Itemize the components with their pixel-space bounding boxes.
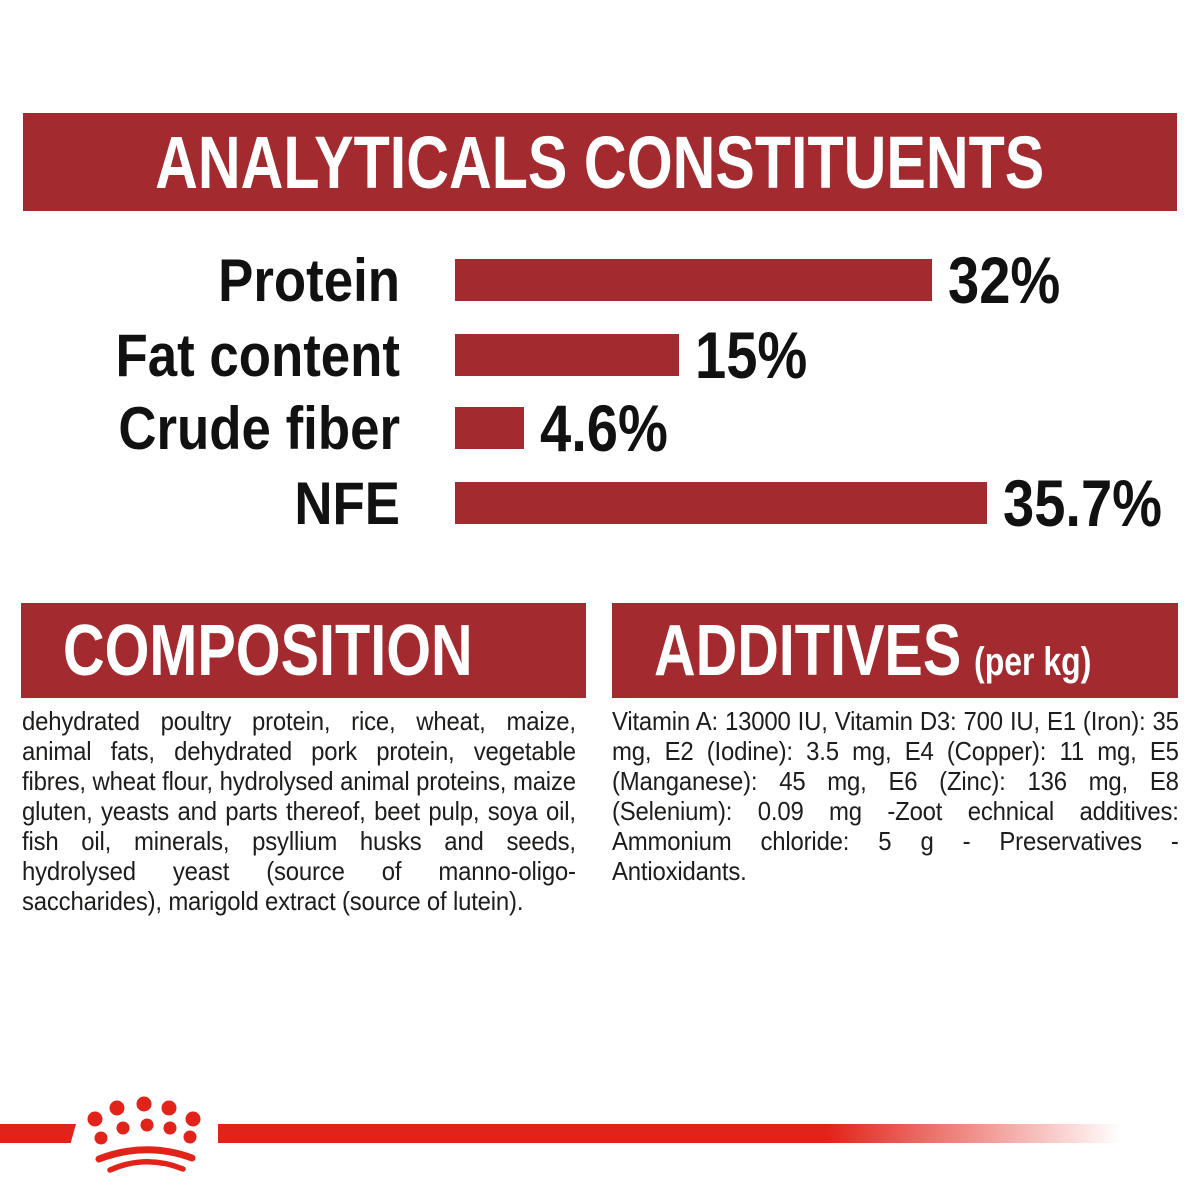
chart-category-label: NFE	[294, 469, 400, 537]
chart-bar	[455, 482, 987, 524]
chart-bar	[455, 334, 679, 376]
composition-text: dehydrated poultry protein, rice, wheat,…	[22, 706, 576, 916]
composition-banner: COMPOSITION	[21, 603, 586, 698]
chart-value-label: 4.6%	[540, 391, 668, 465]
chart-category-label: Fat content	[115, 321, 400, 389]
composition-title: COMPOSITION	[63, 610, 473, 691]
footer-line-right	[218, 1124, 1200, 1143]
footer-line-left	[0, 1124, 76, 1143]
chart-bar	[455, 259, 932, 301]
chart-row-protein: Protein 32%	[0, 243, 1200, 317]
additives-banner: ADDITIVES (per kg)	[612, 603, 1178, 698]
additives-subtitle: (per kg)	[974, 639, 1092, 684]
chart-row-crude-fiber: Crude fiber 4.6%	[0, 391, 1200, 465]
chart-value-label: 35.7%	[1003, 466, 1163, 540]
additives-title: ADDITIVES (per kg)	[654, 610, 1092, 691]
chart-category-label: Protein	[218, 246, 400, 314]
chart-value-label: 32%	[948, 243, 1061, 317]
chart-value-label: 15%	[695, 318, 808, 392]
analyticals-bar-chart: Protein 32% Fat content 15% Crude fiber 4.6% N…	[0, 240, 1200, 540]
chart-row-nfe: NFE 35.7%	[0, 466, 1200, 540]
chart-bar	[455, 407, 524, 449]
chart-row-fat-content: Fat content 15%	[0, 318, 1200, 392]
royal-canin-crown-icon	[87, 1096, 201, 1173]
additives-text: Vitamin A: 13000 IU, Vitamin D3: 700 IU,…	[612, 706, 1179, 886]
analyticals-title: ANALYTICALS CONSTITUENTS	[155, 120, 1045, 204]
chart-category-label: Crude fiber	[118, 394, 400, 462]
analyticals-banner: ANALYTICALS CONSTITUENTS	[23, 113, 1177, 211]
